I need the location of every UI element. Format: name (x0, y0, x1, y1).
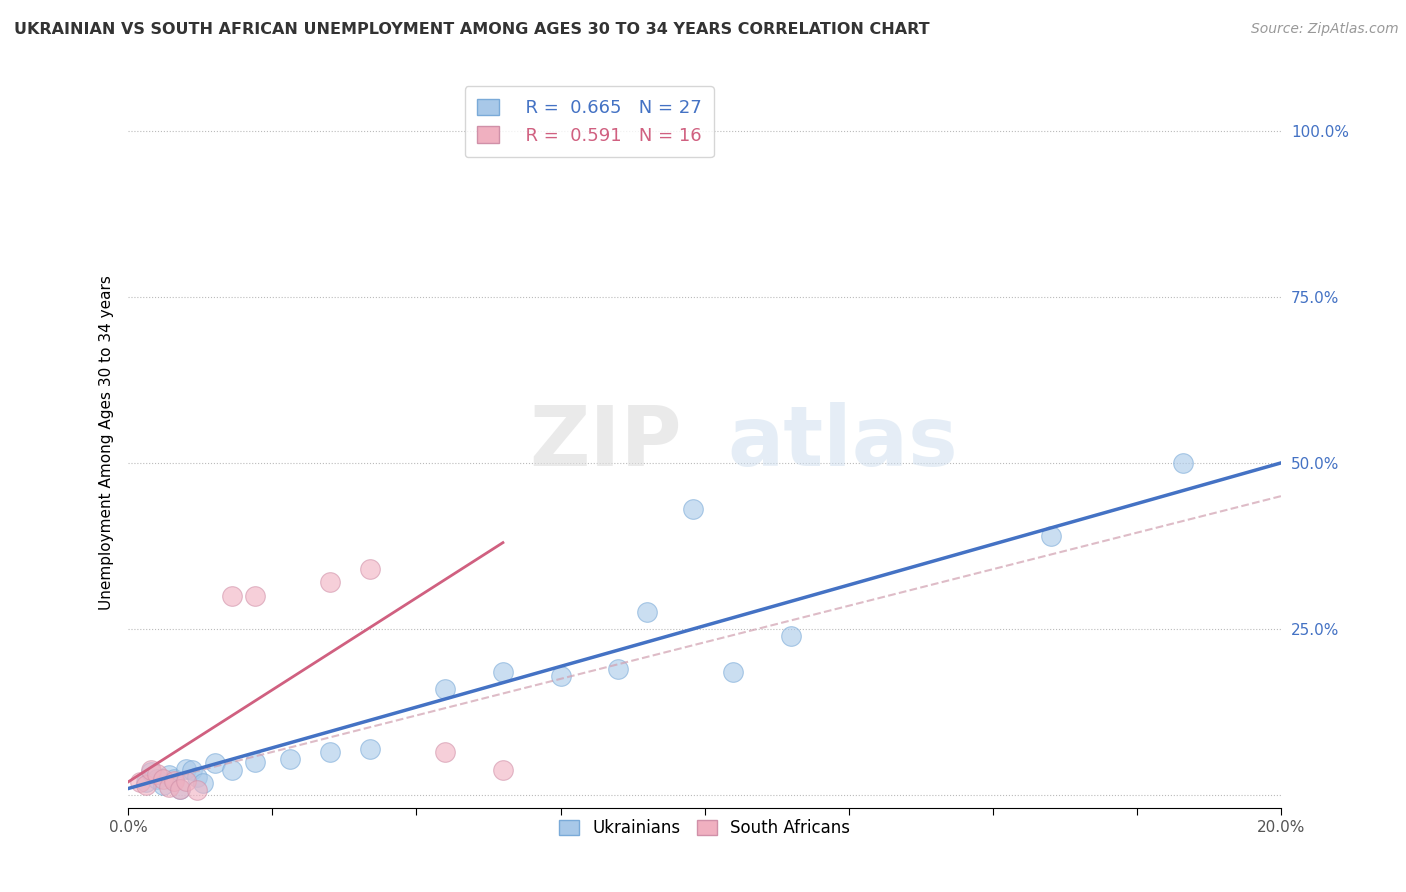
Point (193, 776, 215, 790)
Point (319, 745, 342, 759)
Point (492, 763, 515, 777)
Point (152, 778, 174, 792)
Point (163, 773, 186, 788)
Text: UKRAINIAN VS SOUTH AFRICAN UNEMPLOYMENT AMONG AGES 30 TO 34 YEARS CORRELATION CH: UKRAINIAN VS SOUTH AFRICAN UNEMPLOYMENT … (14, 22, 929, 37)
Point (723, 665, 745, 680)
Point (359, 562, 381, 576)
Point (243, 589, 266, 603)
Point (174, 762, 197, 776)
Point (492, 665, 515, 680)
Text: ZIP: ZIP (529, 402, 682, 483)
Point (1171, 456, 1194, 470)
Y-axis label: Unemployment Among Ages 30 to 34 years: Unemployment Among Ages 30 to 34 years (100, 276, 114, 610)
Point (141, 764, 163, 779)
Point (157, 780, 180, 794)
Point (278, 751, 301, 765)
Point (204, 756, 226, 771)
Point (319, 575, 342, 590)
Point (146, 767, 169, 781)
Point (780, 629, 803, 643)
Point (682, 502, 704, 516)
Point (169, 781, 191, 796)
Point (152, 772, 174, 786)
Point (135, 778, 157, 792)
Point (359, 741, 381, 756)
Point (636, 606, 658, 620)
Point (174, 773, 197, 788)
Point (128, 775, 150, 789)
Point (1039, 529, 1062, 543)
Point (221, 589, 243, 603)
Point (163, 772, 186, 786)
Point (434, 745, 457, 759)
Legend: Ukrainians, South Africans: Ukrainians, South Africans (553, 813, 858, 844)
Point (180, 763, 202, 777)
Point (135, 775, 157, 789)
Point (141, 763, 163, 777)
Point (434, 681, 457, 696)
Point (157, 768, 180, 782)
Text: Source: ZipAtlas.com: Source: ZipAtlas.com (1251, 22, 1399, 37)
Point (169, 781, 191, 796)
Point (146, 772, 169, 786)
Text: atlas: atlas (728, 402, 959, 483)
Point (221, 763, 243, 777)
Point (550, 668, 572, 682)
Point (607, 662, 630, 676)
Point (186, 782, 208, 797)
Point (243, 755, 266, 769)
Point (186, 770, 208, 784)
